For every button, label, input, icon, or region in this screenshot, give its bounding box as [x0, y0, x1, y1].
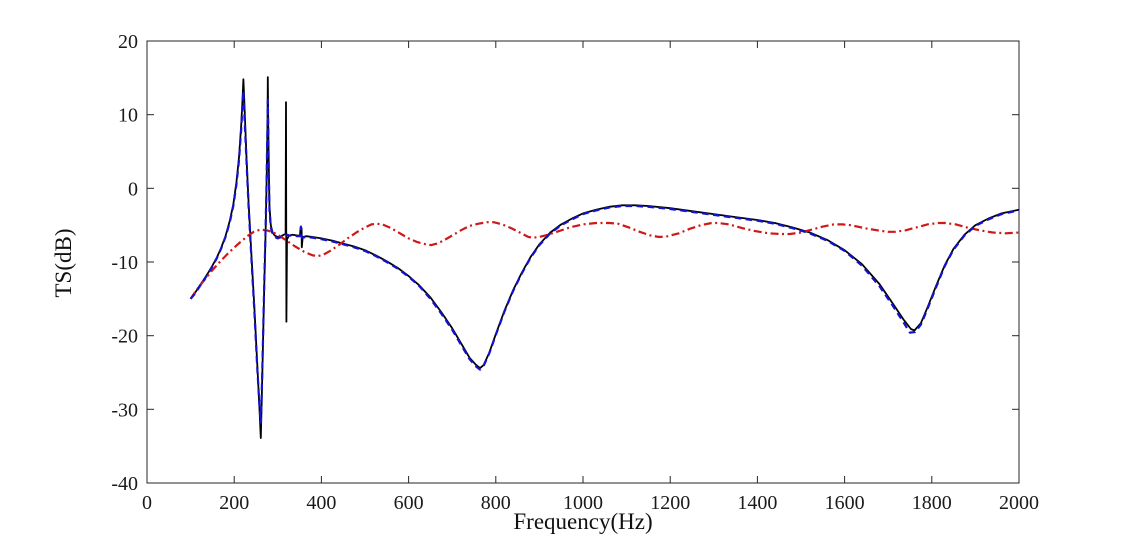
- series-black-solid-line: [189, 76, 1020, 439]
- x-tick-label: 200: [219, 492, 249, 514]
- y-tick-label: 0: [128, 178, 138, 200]
- x-axis-title: Frequency(Hz): [513, 509, 653, 534]
- y-tick-label: -30: [111, 399, 138, 421]
- x-tick-label: 1400: [737, 492, 777, 514]
- x-tick-label: 1800: [912, 492, 952, 514]
- x-tick-label: 2000: [999, 492, 1039, 514]
- y-tick-label: -40: [111, 473, 138, 495]
- x-tick-label: 400: [306, 492, 336, 514]
- y-axis-title: TS(dB): [51, 228, 76, 298]
- series-red-dashdot-line: [189, 221, 1020, 300]
- x-tick-label: 600: [394, 492, 424, 514]
- x-tick-label: 0: [142, 492, 152, 514]
- y-tick-label: -10: [111, 252, 138, 274]
- x-tick-label: 1600: [825, 492, 865, 514]
- plot-area-border: [146, 40, 1020, 484]
- y-tick-label: 10: [118, 105, 138, 127]
- x-tick-label: 800: [481, 492, 511, 514]
- x-tick-label: 1200: [650, 492, 690, 514]
- y-tick-label: -20: [111, 326, 138, 348]
- series-blue-dashed-line: [189, 90, 1020, 424]
- y-tick-label: 20: [118, 31, 138, 53]
- x-tick-label: 1000: [563, 492, 603, 514]
